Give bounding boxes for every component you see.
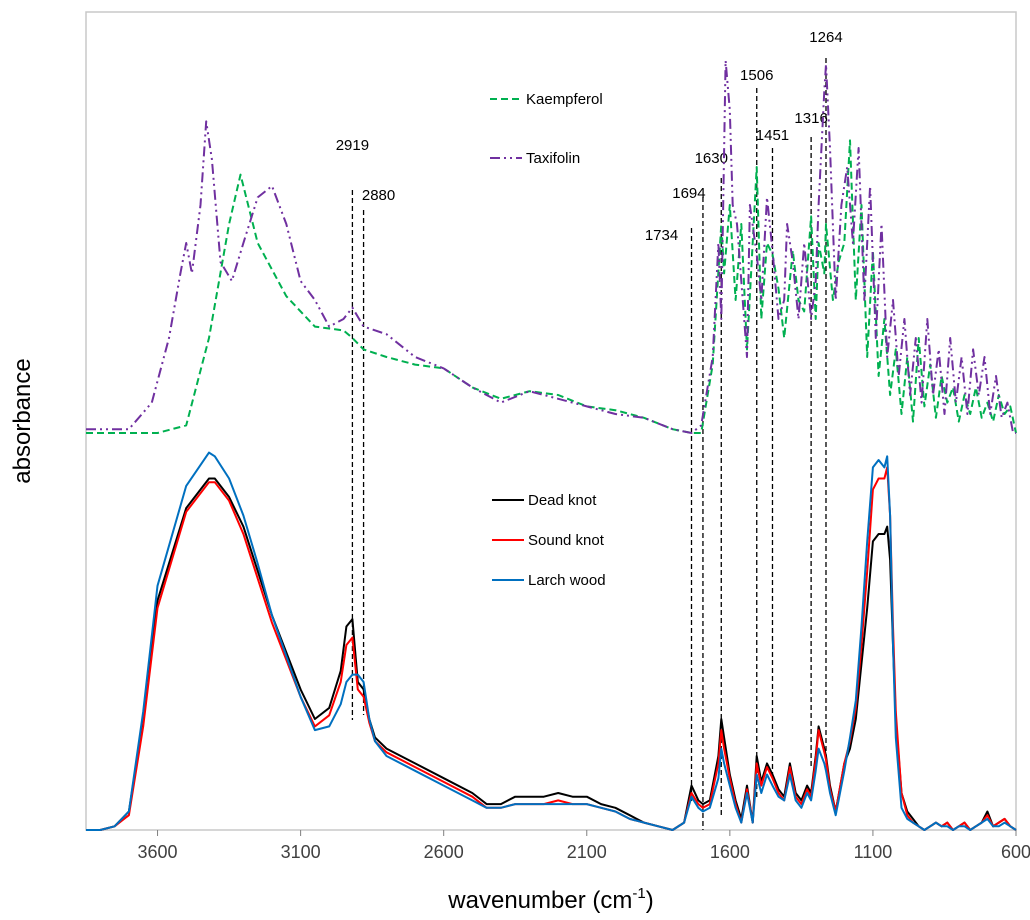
- peak-label-1451: 1451: [756, 127, 789, 144]
- plot-frame: [85, 11, 1017, 831]
- peak-label-1264: 1264: [809, 29, 842, 46]
- peak-label-1734: 1734: [645, 227, 678, 244]
- legend-label-dead-knot: Dead knot: [528, 492, 597, 509]
- peak-marker-group: 2919 2880 1734 1694 1630 1506 1451 1316 1264: [336, 29, 843, 830]
- peak-label-2919: 2919: [336, 137, 369, 154]
- peak-label-1506: 1506: [740, 67, 773, 84]
- series-line-kaempferol: [86, 139, 1017, 434]
- legend: Kaempferol Taxifolin Dead knot Sound knot La…: [490, 91, 606, 589]
- legend-label-larch-wood: Larch wood: [528, 572, 606, 589]
- x-axis-label: wavenumber (cm-1): [447, 885, 653, 914]
- legend-label-kaempferol: Kaempferol: [526, 91, 603, 108]
- x-tick-label-1100: 1100: [854, 842, 893, 862]
- x-tick-label-3100: 3100: [281, 842, 321, 862]
- peak-label-1316: 1316: [794, 110, 827, 127]
- x-tick-label-2600: 2600: [424, 842, 464, 862]
- peak-label-2880: 2880: [362, 187, 395, 204]
- y-axis-label: absorbance: [9, 358, 36, 483]
- peak-label-1694: 1694: [672, 185, 705, 202]
- x-tick-label-600: 600: [1001, 842, 1030, 862]
- legend-label-taxifolin: Taxifolin: [526, 150, 580, 167]
- x-axis-label-end: ): [646, 887, 654, 914]
- legend-label-sound-knot: Sound knot: [528, 532, 605, 549]
- x-axis-ticks: 3600 3100 2600 2100 1600 1100 600: [138, 830, 1030, 862]
- x-axis-label-main: wavenumber (cm: [447, 887, 632, 914]
- x-tick-label-3600: 3600: [138, 842, 178, 862]
- x-axis-label-superscript: -1: [632, 885, 645, 902]
- x-tick-label-2100: 2100: [567, 842, 607, 862]
- x-tick-label-1600: 1600: [710, 842, 750, 862]
- series-line-larch-wood: [86, 451, 1017, 831]
- peak-label-1630: 1630: [695, 150, 728, 167]
- series-group: [86, 59, 1017, 831]
